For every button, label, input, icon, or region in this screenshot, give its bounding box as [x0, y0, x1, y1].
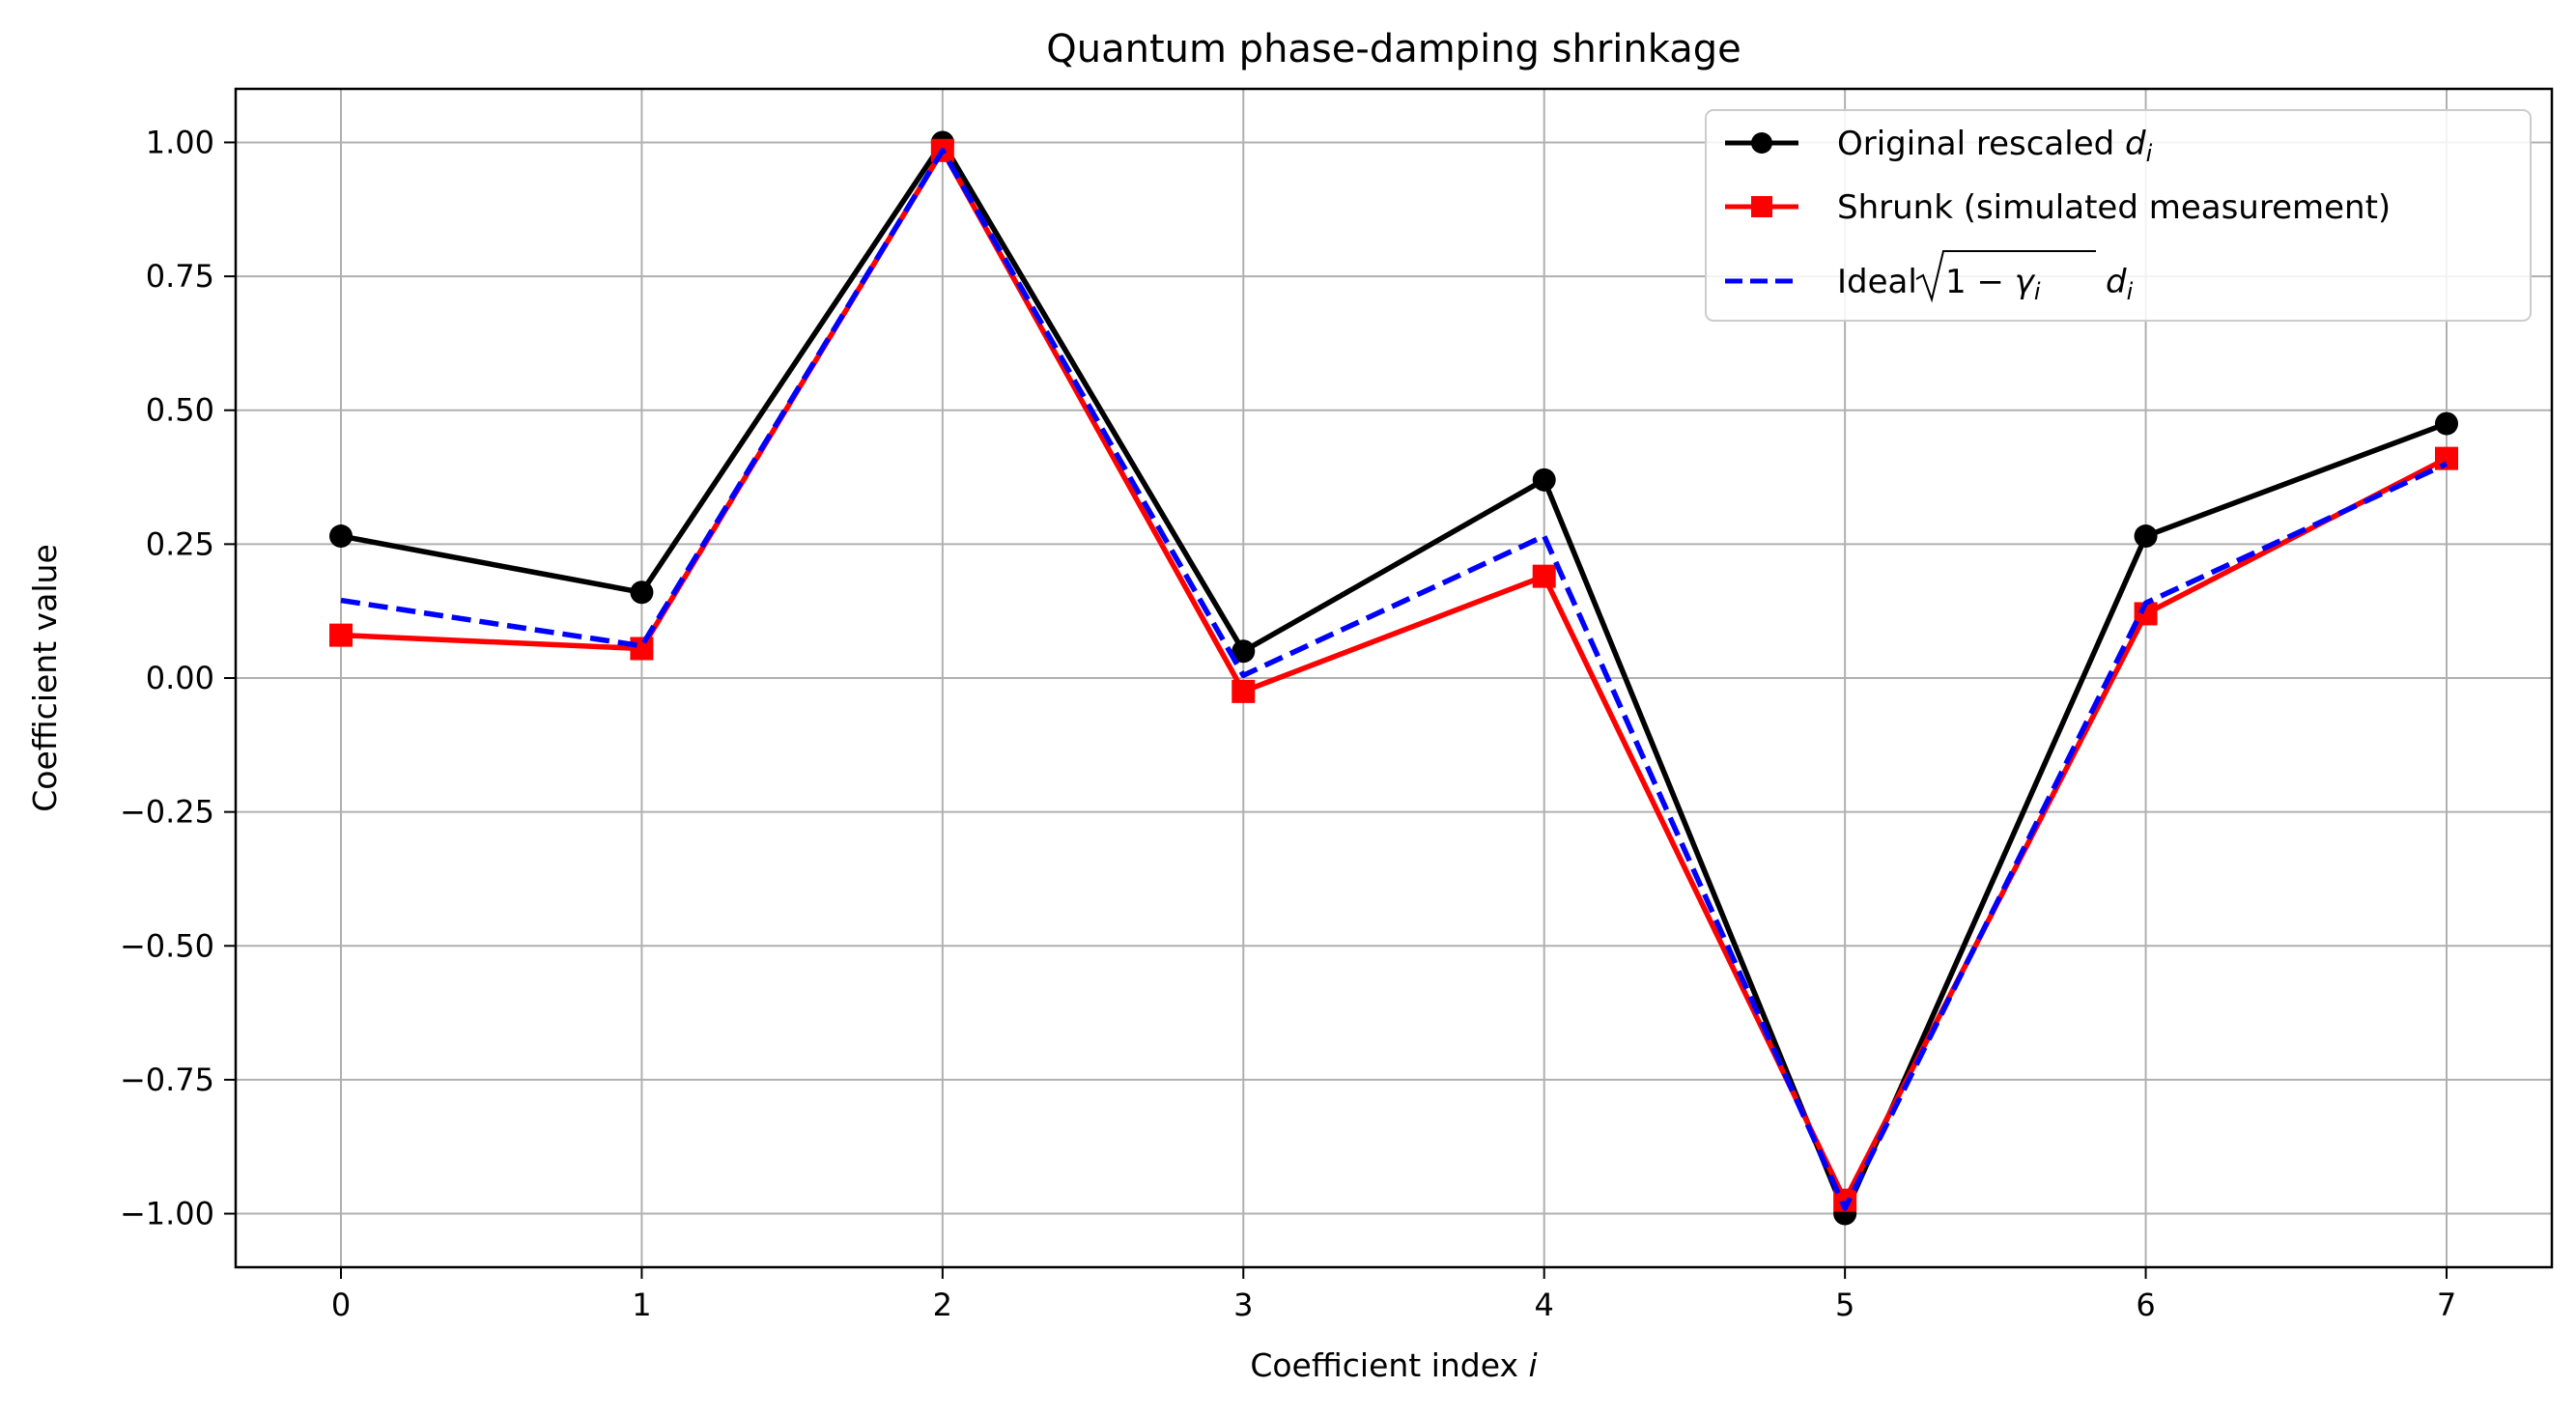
y-tick-label: 0.25 [146, 525, 214, 562]
x-tick-label: 2 [933, 1287, 952, 1323]
x-tick-label: 0 [331, 1287, 351, 1323]
legend-label-ideal-radicand: 1 − γi [1945, 263, 2041, 305]
data-point-original [1532, 467, 1556, 492]
y-tick-label: 0.50 [146, 392, 214, 429]
legend-label-ideal-prefix: Ideal [1837, 263, 1917, 301]
x-axis-ticks: 0 1 2 3 4 5 6 7 [331, 1267, 2456, 1323]
legend-label-ideal-d: di [2106, 263, 2134, 305]
data-point-shrunk [1231, 679, 1256, 703]
x-axis-label: Coefficient index i [1250, 1346, 1537, 1384]
y-tick-label: −1.00 [120, 1196, 214, 1232]
x-tick-label: 5 [1835, 1287, 1854, 1323]
y-tick-label: 0.75 [146, 258, 214, 295]
data-point-original [2435, 411, 2458, 436]
legend-marker-original [1751, 132, 1772, 154]
legend-marker-shrunk [1751, 196, 1772, 217]
x-tick-label: 6 [2136, 1287, 2155, 1323]
x-axis-label-variable: i [1529, 1346, 1538, 1384]
legend-entry-ideal: Ideal 1 − γi di [1725, 250, 2134, 305]
x-axis-label-text: Coefficient index [1250, 1346, 1528, 1384]
legend-box [1705, 109, 2532, 322]
legend-label-ideal-minus: − [1967, 263, 2015, 301]
x-tick-label: 4 [1535, 1287, 1554, 1323]
legend-label-ideal-gamma: γ [2015, 263, 2036, 301]
x-tick-label: 1 [632, 1287, 651, 1323]
legend-label-original-text: Original rescaled [1837, 125, 2125, 163]
legend-label-original-subscript: i [2146, 140, 2153, 167]
legend-label-original: Original rescaled di [1837, 125, 2153, 167]
x-tick-label: 7 [2437, 1287, 2456, 1323]
y-axis-ticks: 1.00 0.75 0.50 0.25 0.00 −0.25 −0.50 −0.75 −1.00 [120, 124, 236, 1232]
legend-label-shrunk: Shrunk (simulated measurement) [1837, 188, 2391, 227]
data-point-shrunk [630, 637, 654, 661]
series-layer [329, 130, 2458, 1226]
plot-frame [234, 87, 2554, 1269]
legend-label-ideal-d-subscript: i [2127, 278, 2134, 305]
data-point-original [329, 524, 353, 549]
chart-title: Quantum phase-damping shrinkage [1046, 27, 1741, 71]
y-tick-label: −0.25 [120, 794, 214, 831]
legend-label-original-variable: d [2125, 125, 2146, 163]
y-tick-label: 0.00 [146, 660, 214, 696]
data-point-original [1231, 639, 1256, 664]
legend-label-ideal-d-variable: d [2106, 263, 2127, 301]
series-line-ideal [340, 148, 2449, 1211]
legend-label-ideal-gamma-subscript: i [2034, 278, 2041, 305]
y-tick-label: −0.50 [120, 927, 214, 964]
x-tick-label: 3 [1233, 1287, 1253, 1323]
data-point-original [630, 580, 654, 605]
legend: Original rescaled di Shrunk (simulated m… [1705, 109, 2532, 322]
series-line-original [340, 139, 2448, 1217]
data-point-shrunk [329, 623, 353, 647]
data-point-original [2134, 524, 2158, 549]
legend-entry-original: Original rescaled di [1725, 125, 2153, 167]
legend-entry-shrunk: Shrunk (simulated measurement) [1725, 188, 2391, 227]
legend-label-ideal-one: 1 [1945, 263, 1967, 301]
y-tick-label: −0.75 [120, 1061, 214, 1098]
square-root-sign [1915, 250, 2096, 303]
data-point-shrunk [1532, 564, 1556, 588]
series-ideal [340, 148, 2449, 1211]
y-tick-label: 1.00 [146, 124, 214, 160]
y-axis-label: Coefficient value [26, 544, 64, 812]
